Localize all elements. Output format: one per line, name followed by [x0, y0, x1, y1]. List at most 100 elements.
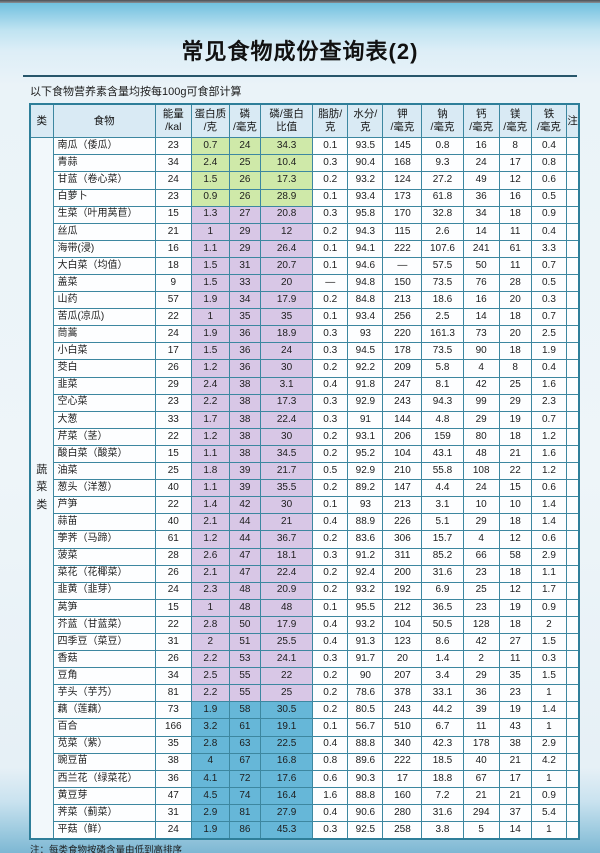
- cell-potassium: 378: [382, 684, 423, 703]
- cell-note: [566, 496, 580, 515]
- table-row: 茭白 26 1.2 36 30 0.2 92.2 209 5.8 4 8 0.4: [30, 359, 580, 378]
- cell-fat: 0.3: [312, 342, 349, 361]
- cell-calcium: 90: [462, 342, 500, 361]
- column-header-food: 食物: [52, 103, 156, 139]
- cell-sodium: 44.2: [421, 701, 464, 720]
- cell-note: [566, 444, 580, 464]
- cell-energy: 81: [154, 684, 192, 703]
- cell-potassium: 17: [382, 769, 423, 788]
- cell-calcium: 14: [462, 308, 500, 327]
- cell-protein: 0.9: [190, 188, 230, 207]
- cell-phosphorus: 36: [228, 359, 262, 378]
- cell-potassium: 210: [382, 462, 423, 481]
- cell-phosphorus: 31: [228, 256, 262, 276]
- cell-water: 94.5: [347, 342, 384, 361]
- cell-magnesium: 18: [498, 427, 532, 446]
- cell-energy: 28: [154, 547, 192, 566]
- cell-iron: 1.5: [530, 632, 568, 652]
- food-name: 茼蒿: [52, 325, 156, 344]
- cell-fat: 0.2: [312, 564, 349, 583]
- cell-note: [566, 667, 580, 686]
- cell-fat: 0.4: [312, 632, 349, 652]
- cell-calcium: 80: [462, 427, 500, 446]
- food-name: 油菜: [52, 462, 156, 481]
- cell-magnesium: 18: [498, 564, 532, 583]
- cell-energy: 22: [154, 496, 192, 515]
- cell-note: [566, 410, 580, 429]
- cell-water: 93: [347, 325, 384, 344]
- cell-sodium: 3.4: [421, 667, 464, 686]
- table-row: 大白菜（均值） 18 1.5 31 20.7 0.1 94.6—57.5 50 11 0.7: [30, 256, 580, 276]
- cell-fat: 0.2: [312, 359, 349, 378]
- cell-magnesium: 58: [498, 547, 532, 566]
- cell-water: 91: [347, 410, 384, 429]
- cell-p-protein-ratio: 30: [260, 427, 314, 446]
- cell-water: 93: [347, 496, 384, 515]
- cell-iron: 0.5: [530, 188, 568, 207]
- food-name: 平菇（鲜）: [52, 820, 156, 840]
- cell-potassium: 104: [382, 444, 423, 464]
- cell-magnesium: 8: [498, 137, 532, 156]
- cell-sodium: 8.6: [421, 632, 464, 652]
- cell-magnesium: 38: [498, 735, 532, 754]
- cell-iron: 1.4: [530, 513, 568, 532]
- cell-note: [566, 632, 580, 652]
- cell-p-protein-ratio: 18.9: [260, 325, 314, 344]
- column-header-fat: 脂肪/克: [312, 103, 349, 139]
- cell-calcium: 24: [462, 154, 500, 173]
- cell-magnesium: 61: [498, 239, 532, 258]
- cell-energy: 18: [154, 256, 192, 276]
- cell-protein: 4: [190, 752, 230, 771]
- cell-energy: 22: [154, 427, 192, 446]
- cell-p-protein-ratio: 16.4: [260, 786, 314, 805]
- cell-note: [566, 308, 580, 327]
- cell-fat: 0.3: [312, 547, 349, 566]
- cell-protein: 2.4: [190, 154, 230, 173]
- cell-p-protein-ratio: 3.1: [260, 376, 314, 395]
- cell-fat: 0.1: [312, 137, 349, 156]
- food-name: 苦瓜(凉瓜): [52, 308, 156, 327]
- cell-phosphorus: 33: [228, 273, 262, 293]
- cell-magnesium: 12: [498, 530, 532, 549]
- cell-protein: 1.4: [190, 496, 230, 515]
- cell-note: [566, 701, 580, 720]
- cell-sodium: 107.6: [421, 239, 464, 258]
- cell-note: [566, 205, 580, 224]
- cell-p-protein-ratio: 48: [260, 598, 314, 617]
- food-name: 盖菜: [52, 273, 156, 293]
- cell-energy: 24: [154, 820, 192, 840]
- cell-note: [566, 820, 580, 840]
- cell-energy: 23: [154, 137, 192, 156]
- cell-iron: 1.2: [530, 427, 568, 446]
- cell-phosphorus: 29: [228, 222, 262, 241]
- cell-water: 80.5: [347, 701, 384, 720]
- cell-fat: 0.4: [312, 803, 349, 823]
- cell-magnesium: 11: [498, 256, 532, 276]
- cell-energy: 40: [154, 479, 192, 498]
- food-name: 白萝卜: [52, 188, 156, 207]
- cell-note: [566, 171, 580, 190]
- cell-calcium: 99: [462, 393, 500, 412]
- cell-p-protein-ratio: 24: [260, 342, 314, 361]
- cell-sodium: 2.6: [421, 222, 464, 241]
- cell-iron: 1.4: [530, 496, 568, 515]
- cell-magnesium: 21: [498, 752, 532, 771]
- cell-phosphorus: 36: [228, 342, 262, 361]
- cell-sodium: 50.5: [421, 615, 464, 634]
- cell-sodium: 18.6: [421, 291, 464, 310]
- cell-phosphorus: 39: [228, 462, 262, 481]
- cell-water: 90.6: [347, 803, 384, 823]
- cell-energy: 24: [154, 325, 192, 344]
- cell-calcium: 36: [462, 684, 500, 703]
- cell-p-protein-ratio: 17.9: [260, 291, 314, 310]
- cell-protein: 2.3: [190, 581, 230, 600]
- cell-sodium: 73.5: [421, 342, 464, 361]
- cell-energy: 31: [154, 803, 192, 823]
- cell-phosphorus: 72: [228, 769, 262, 788]
- cell-magnesium: 35: [498, 667, 532, 686]
- cell-phosphorus: 47: [228, 547, 262, 566]
- cell-p-protein-ratio: 30.5: [260, 701, 314, 720]
- cell-water: 93.2: [347, 615, 384, 634]
- cell-sodium: 42.3: [421, 735, 464, 754]
- cell-calcium: 24: [462, 479, 500, 498]
